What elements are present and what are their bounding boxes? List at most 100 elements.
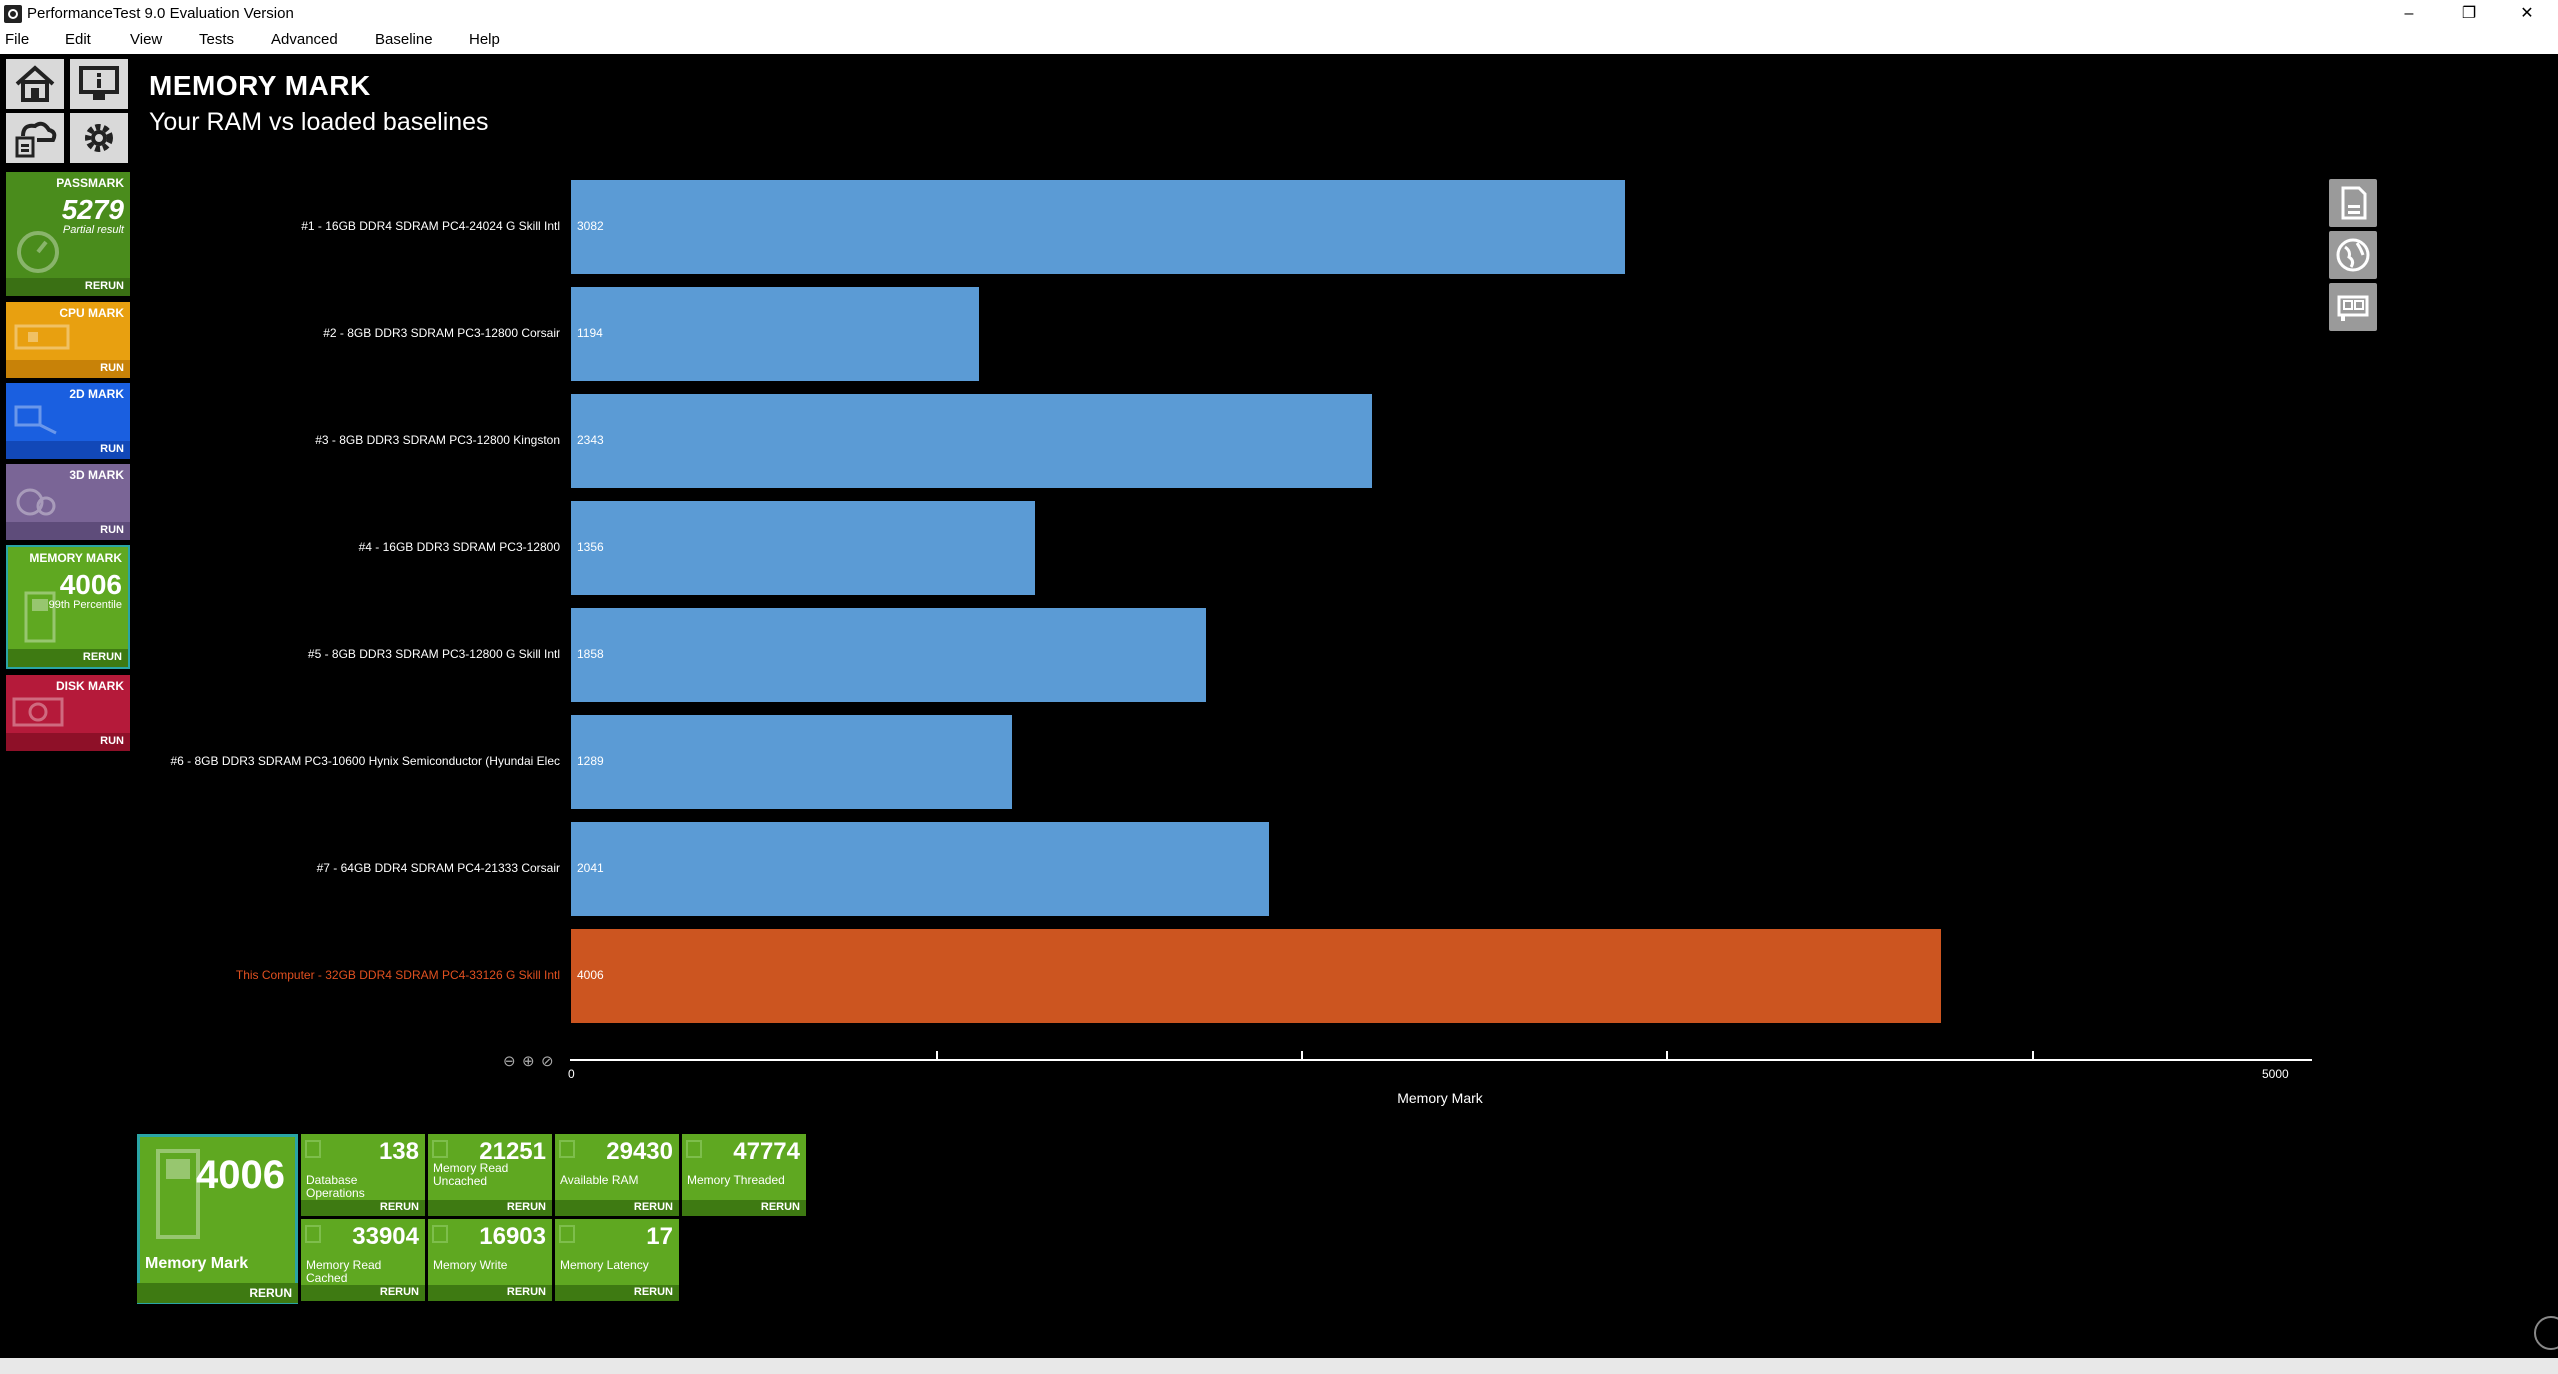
subtest-value: 29430 [606,1138,673,1165]
cloud-button[interactable] [6,113,64,163]
subtest-value: 138 [378,1138,419,1165]
passmark-rerun-button[interactable]: RERUN [6,278,130,296]
bar-value-label: 1858 [577,647,604,661]
subtest-rerun-button[interactable]: RERUN [428,1200,552,1216]
3d-mark-tile[interactable]: 3D MARK RUN [6,464,130,540]
bar[interactable]: 2041 [571,822,1269,916]
menu-advanced[interactable]: Advanced [271,31,338,48]
passmark-tile[interactable]: PASSMARK 5279 Partial result RERUN [6,172,130,296]
subtest-label: Memory Threaded [687,1173,785,1187]
subtest-memory-write[interactable]: 16903 Memory Write RERUN [428,1219,552,1301]
menu-tests[interactable]: Tests [199,31,235,48]
bar-category-label: #4 - 16GB DDR3 SDRAM PC3-12800 [358,540,560,554]
subtest-rerun-button[interactable]: RERUN [682,1200,806,1216]
cpu-mark-run-label: RUN [100,362,124,374]
disk-mark-tile[interactable]: DISK MARK RUN [6,675,130,751]
subtest-available-ram[interactable]: 29430 Available RAM RERUN [555,1134,679,1216]
bar-value-label: 1194 [577,326,603,340]
passmark-label: PASSMARK [56,176,124,190]
subtest-memory-read-uncached[interactable]: 21251 Memory Read Uncached RERUN [428,1134,552,1216]
2d-mark-label: 2D MARK [69,387,124,401]
2d-mark-tile[interactable]: 2D MARK RUN [6,383,130,459]
zoom-reset-icon[interactable]: ⊘ [541,1053,554,1070]
memory-mark-tile[interactable]: MEMORY MARK 4006 99th Percentile RERUN [6,545,130,669]
hardware-card-icon [2337,295,2369,321]
memory-mark-rerun-button[interactable]: RERUN [137,1283,298,1303]
menu-view[interactable]: View [130,31,163,48]
disk-mark-run-button[interactable]: RUN [6,733,130,751]
subtest-value: 16903 [479,1223,546,1250]
passmark-status: Partial result [62,224,124,236]
zoom-out-icon[interactable]: ⊖ [503,1053,516,1070]
settings-button[interactable] [70,113,128,163]
close-button[interactable]: ✕ [2520,5,2534,22]
bar[interactable]: 1289 [571,715,1012,809]
2d-mark-run-button[interactable]: RUN [6,441,130,459]
subtest-database-operations[interactable]: 138 Database Operations RERUN [301,1134,425,1216]
cpu-mark-tile[interactable]: CPU MARK RUN [6,302,130,378]
home-button[interactable] [6,59,64,109]
bar[interactable]: 4006 [571,929,1941,1023]
subtest-rerun-button[interactable]: RERUN [301,1200,425,1216]
subtest-rerun-label: RERUN [760,1201,800,1213]
bar[interactable]: 1858 [571,608,1206,702]
subtest-rerun-label: RERUN [379,1201,419,1213]
memory-mark-percentile: 99th Percentile [48,599,122,611]
memory-chip-icon [156,1149,200,1239]
x-tick-label-max: 5000 [2262,1067,2289,1081]
subtest-memory-latency[interactable]: 17 Memory Latency RERUN [555,1219,679,1301]
export-button[interactable] [2329,179,2377,227]
subtest-memory-threaded[interactable]: 47774 Memory Threaded RERUN [682,1134,806,1216]
scroll-button[interactable] [2534,1316,2558,1350]
x-axis-tick [2032,1051,2034,1061]
bar[interactable]: 1194 [571,287,979,381]
bar-value-label: 3082 [577,219,604,233]
2d-mark-run-label: RUN [100,443,124,455]
subtest-rerun-button[interactable]: RERUN [555,1285,679,1301]
gear-icon [85,124,113,152]
memory-mark-result-tile[interactable]: 4006 Memory Mark [137,1134,298,1304]
3d-mark-run-button[interactable]: RUN [6,522,130,540]
memory-chip-icon [559,1225,575,1243]
memory-mark-rerun-label: RERUN [82,651,122,663]
minimize-button[interactable]: – [2404,5,2414,22]
3d-mark-run-label: RUN [100,524,124,536]
system-info-button[interactable] [70,59,128,109]
bar[interactable]: 1356 [571,501,1035,595]
subtest-value: 17 [646,1223,673,1250]
status-bar [0,1358,2558,1374]
cpu-icon [14,324,70,350]
bar[interactable]: 2343 [571,394,1372,488]
cpu-mark-run-button[interactable]: RUN [6,360,130,378]
stopwatch-icon [17,231,59,273]
menu-help[interactable]: Help [469,31,500,48]
window-title: PerformanceTest 9.0 Evaluation Version [27,5,294,22]
subtest-rerun-button[interactable]: RERUN [555,1200,679,1216]
passmark-score: 5279 [61,194,124,225]
maximize-button[interactable]: ❐ [2461,5,2477,22]
bar-value-label: 1289 [577,754,604,768]
disk-mark-run-label: RUN [100,735,124,747]
x-axis-tick [1666,1051,1668,1061]
online-compare-button[interactable] [2329,231,2377,279]
memory-chip-icon [305,1225,321,1243]
3d-graphics-icon [16,488,56,516]
bar-category-label: #2 - 8GB DDR3 SDRAM PC3-12800 Corsair [323,326,560,340]
hardware-button[interactable] [2329,283,2377,331]
zoom-in-icon[interactable]: ⊕ [522,1053,535,1070]
x-tick-label-min: 0 [568,1067,575,1081]
bar[interactable]: 3082 [571,180,1625,274]
export-document-icon [2341,186,2367,220]
menu-file[interactable]: File [5,31,30,48]
memory-chip-icon [432,1225,448,1243]
subtest-rerun-button[interactable]: RERUN [428,1285,552,1301]
title-bar: PerformanceTest 9.0 Evaluation Version –… [0,0,2558,27]
menu-baseline[interactable]: Baseline [375,31,433,48]
menu-edit[interactable]: Edit [65,31,91,48]
subtest-rerun-button[interactable]: RERUN [301,1285,425,1301]
2d-graphics-icon [14,405,57,435]
subtest-memory-read-cached[interactable]: 33904 Memory Read Cached RERUN [301,1219,425,1301]
memory-mark-label: MEMORY MARK [29,551,122,565]
memory-mark-rerun-button[interactable]: RERUN [8,649,128,667]
subtest-label: Database Operations [306,1173,365,1200]
